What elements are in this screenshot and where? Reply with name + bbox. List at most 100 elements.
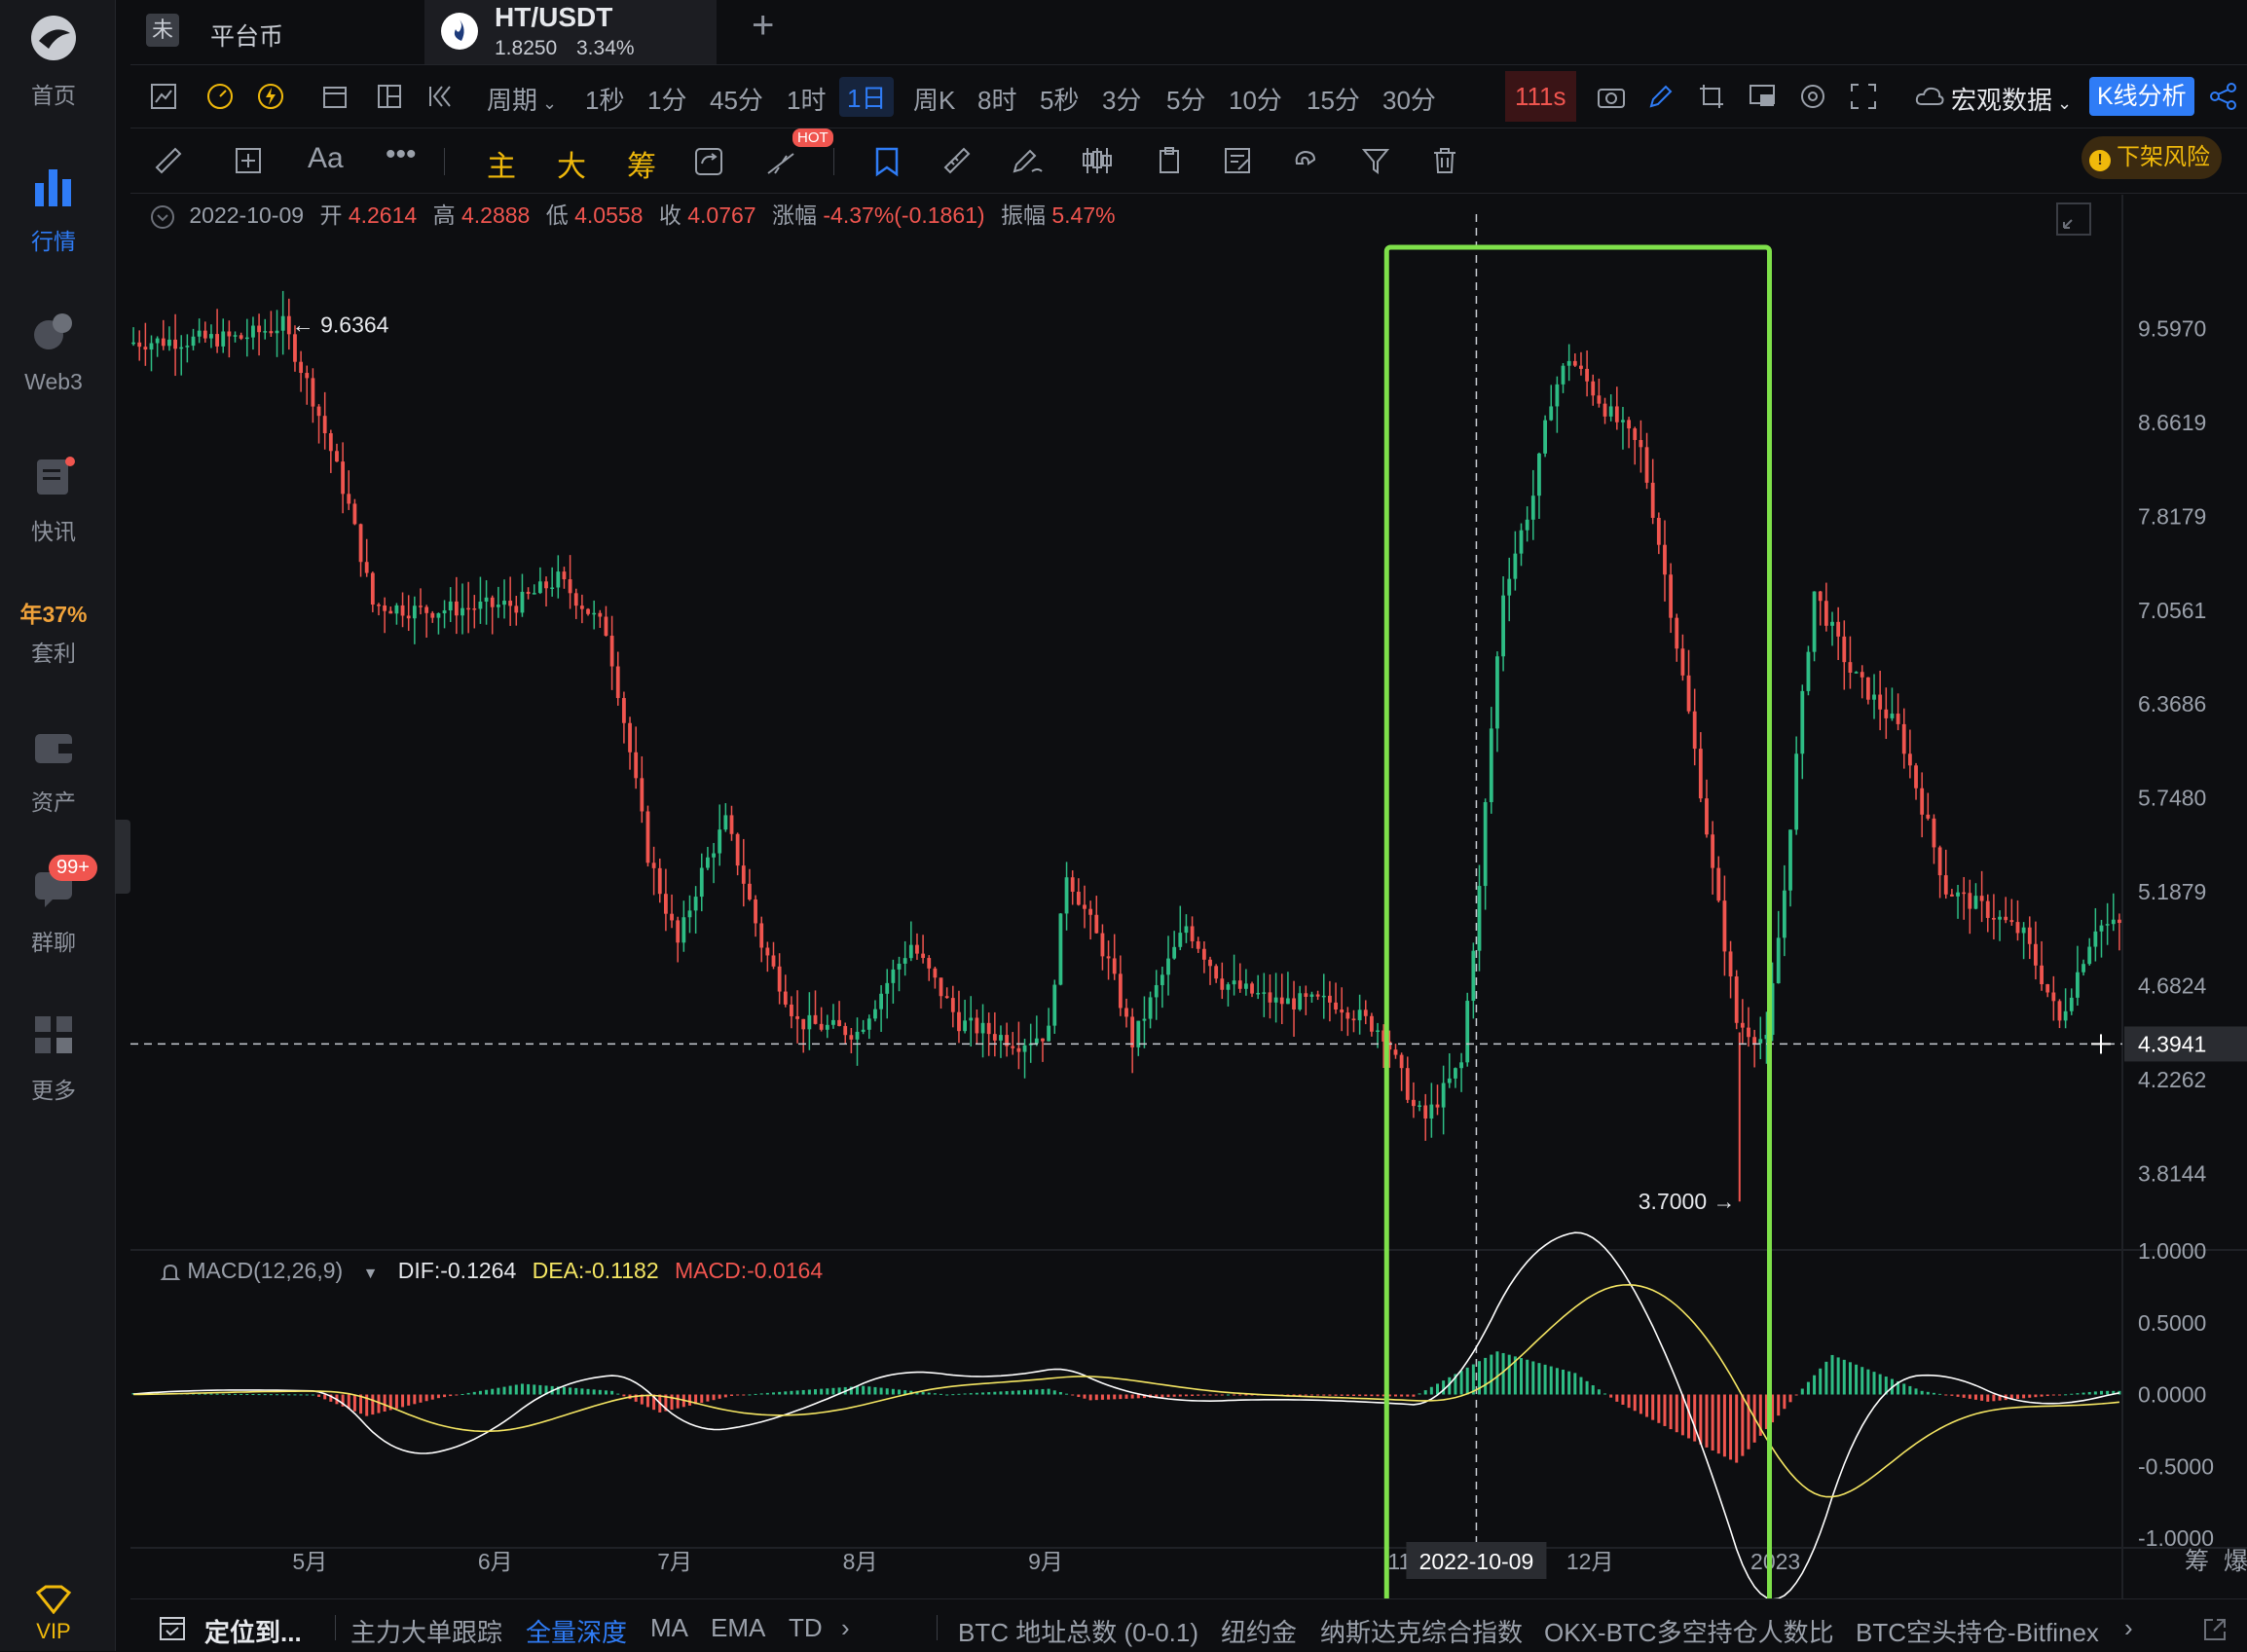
macd-histogram-bar bbox=[1675, 1394, 1678, 1433]
indicator-btc-short-bitfinex[interactable]: BTC空头持仓-Bitfinex bbox=[1856, 1618, 2099, 1647]
trash-icon[interactable] bbox=[1431, 146, 1458, 175]
macd-histogram-bar bbox=[394, 1394, 398, 1409]
chevron-right-icon[interactable]: › bbox=[2124, 1613, 2133, 1642]
candle-body bbox=[999, 1035, 1003, 1041]
calendar-icon[interactable] bbox=[321, 83, 349, 110]
interval-45m[interactable]: 45分 bbox=[710, 86, 763, 115]
macd-histogram-bar bbox=[831, 1387, 835, 1395]
refresh-box-icon[interactable] bbox=[693, 146, 724, 177]
collapse-chevron-icon[interactable] bbox=[150, 204, 175, 230]
chevron-right-icon[interactable]: › bbox=[841, 1613, 850, 1642]
pencil-icon[interactable] bbox=[1647, 83, 1675, 110]
more-tools-button[interactable]: ••• bbox=[386, 138, 417, 170]
bottom-item-main-force[interactable]: 主力大单跟踪 bbox=[350, 1618, 503, 1647]
sidebar-collapse-handle[interactable] bbox=[115, 820, 130, 894]
sidebar-vip[interactable]: VIP bbox=[0, 1585, 107, 1644]
share-icon[interactable] bbox=[2210, 83, 2237, 110]
bottom-item-ma[interactable]: MA bbox=[650, 1613, 688, 1642]
add-indicator-icon[interactable] bbox=[234, 146, 263, 175]
expand-chart-icon[interactable] bbox=[2056, 202, 2091, 236]
locate-button[interactable]: 定位到... bbox=[204, 1618, 302, 1647]
interval-5s[interactable]: 5秒 bbox=[1040, 86, 1080, 115]
camera-icon[interactable] bbox=[1597, 83, 1626, 110]
interval-1s[interactable]: 1秒 bbox=[585, 86, 625, 115]
brush-icon[interactable] bbox=[1011, 146, 1044, 175]
interval-1m[interactable]: 1分 bbox=[647, 86, 687, 115]
chip-button[interactable]: 筹 bbox=[627, 151, 656, 183]
macd-histogram-bar bbox=[1058, 1391, 1062, 1395]
candle-body bbox=[275, 330, 279, 334]
indicator-btc-addresses[interactable]: BTC 地址总数 (0-0.1) bbox=[958, 1618, 1199, 1647]
crop-icon[interactable] bbox=[1698, 83, 1725, 110]
macd-histogram-bar bbox=[1842, 1359, 1846, 1395]
interval-5m[interactable]: 5分 bbox=[1166, 86, 1206, 115]
bell-icon[interactable] bbox=[160, 1262, 181, 1283]
lightning-icon[interactable] bbox=[257, 83, 284, 110]
sidebar-item-home[interactable]: 首页 bbox=[0, 14, 107, 110]
chevron-down-icon[interactable]: ▼ bbox=[362, 1266, 379, 1282]
interval-30m[interactable]: 30分 bbox=[1382, 86, 1436, 115]
sidebar-item-arbitrage[interactable]: 年37% 套利 bbox=[0, 596, 107, 668]
tab-symbol: HT/USDT bbox=[495, 2, 613, 32]
macd-histogram-bar bbox=[837, 1387, 841, 1395]
add-tab-button[interactable]: + bbox=[752, 4, 775, 47]
settings-icon[interactable] bbox=[1799, 83, 1826, 110]
interval-8h[interactable]: 8时 bbox=[977, 86, 1017, 115]
measure-icon[interactable] bbox=[942, 146, 972, 175]
line-chart-icon[interactable] bbox=[150, 83, 177, 110]
bookmark-icon[interactable] bbox=[872, 146, 902, 177]
interval-3m[interactable]: 3分 bbox=[1102, 86, 1142, 115]
period-dropdown[interactable]: 周期 ⌄ bbox=[487, 86, 558, 115]
interval-15m[interactable]: 15分 bbox=[1307, 86, 1360, 115]
screen-icon[interactable] bbox=[1749, 83, 1776, 110]
indicator-ny-gold[interactable]: 纽约金 bbox=[1221, 1618, 1298, 1647]
tab-ht-usdt[interactable]: HT/USDT 1.8250 3.34% bbox=[424, 0, 717, 64]
candle-body bbox=[1178, 933, 1183, 947]
signal-tool-icon[interactable] bbox=[765, 150, 796, 177]
candle-body bbox=[209, 334, 213, 339]
candle-body bbox=[1423, 1105, 1428, 1119]
interval-10m[interactable]: 10分 bbox=[1229, 86, 1282, 115]
candle-body bbox=[1501, 595, 1505, 657]
sidebar-item-news[interactable]: 快讯 bbox=[0, 454, 107, 546]
magnet-icon[interactable] bbox=[1291, 146, 1320, 175]
sidebar-item-assets[interactable]: 资产 bbox=[0, 724, 107, 817]
tab-platform-coin[interactable]: 未 平台币 bbox=[146, 0, 428, 64]
kline-analysis-button[interactable]: K线分析 bbox=[2089, 77, 2194, 116]
fullscreen-icon[interactable] bbox=[1850, 83, 1877, 110]
rewind-icon[interactable] bbox=[426, 83, 454, 110]
candle-body bbox=[1321, 995, 1326, 998]
interval-1w[interactable]: 周K bbox=[913, 86, 956, 115]
text-tool-button[interactable]: Aa bbox=[308, 142, 344, 174]
layout-icon[interactable] bbox=[376, 83, 403, 110]
ruler-icon[interactable] bbox=[154, 146, 183, 175]
big-order-button[interactable]: 大 bbox=[557, 151, 586, 183]
candlestick-chart[interactable]: 9.5970 8.6619 7.8179 7.0561 6.3686 5.7480 5.18… bbox=[130, 195, 2247, 1598]
gauge-icon[interactable] bbox=[206, 83, 234, 110]
indicator-okx-long-short[interactable]: OKX-BTC多空持仓人数比 bbox=[1544, 1618, 1834, 1647]
sidebar-item-market[interactable]: 行情 bbox=[0, 164, 107, 256]
filter-icon[interactable] bbox=[1361, 146, 1390, 175]
sidebar-item-more[interactable]: 更多 bbox=[0, 1012, 107, 1105]
bottom-item-full-depth[interactable]: 全量深度 bbox=[526, 1618, 628, 1647]
indicator-nasdaq[interactable]: 纳斯达克综合指数 bbox=[1320, 1618, 1524, 1647]
macro-data-dropdown[interactable]: 宏观数据 ⌄ bbox=[1951, 86, 2073, 115]
candle-body bbox=[1734, 976, 1739, 1023]
edit-note-icon[interactable] bbox=[1223, 146, 1252, 175]
interval-1d[interactable]: 1日 bbox=[839, 77, 895, 117]
external-link-icon[interactable] bbox=[2202, 1617, 2228, 1642]
interval-1h[interactable]: 1时 bbox=[787, 86, 827, 115]
sidebar-item-web3[interactable]: Web3 bbox=[0, 310, 107, 395]
macd-histogram-bar bbox=[778, 1391, 782, 1395]
candle-pattern-icon[interactable] bbox=[1081, 146, 1114, 175]
main-force-button[interactable]: 主 bbox=[487, 151, 516, 183]
delist-risk-button[interactable]: ! 下架风险 bbox=[2081, 136, 2222, 179]
bottom-item-td[interactable]: TD bbox=[789, 1613, 823, 1642]
candle-body bbox=[604, 616, 608, 637]
macd-histogram-bar bbox=[1124, 1394, 1128, 1399]
candle-body bbox=[1926, 814, 1931, 819]
sidebar-item-chat[interactable]: 群聊 99+ bbox=[0, 855, 107, 957]
macd-histogram-bar bbox=[1214, 1394, 1218, 1396]
clipboard-icon[interactable] bbox=[1157, 146, 1182, 175]
bottom-item-ema[interactable]: EMA bbox=[711, 1613, 766, 1642]
